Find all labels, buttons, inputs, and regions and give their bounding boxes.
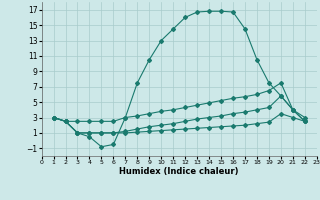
X-axis label: Humidex (Indice chaleur): Humidex (Indice chaleur) <box>119 167 239 176</box>
